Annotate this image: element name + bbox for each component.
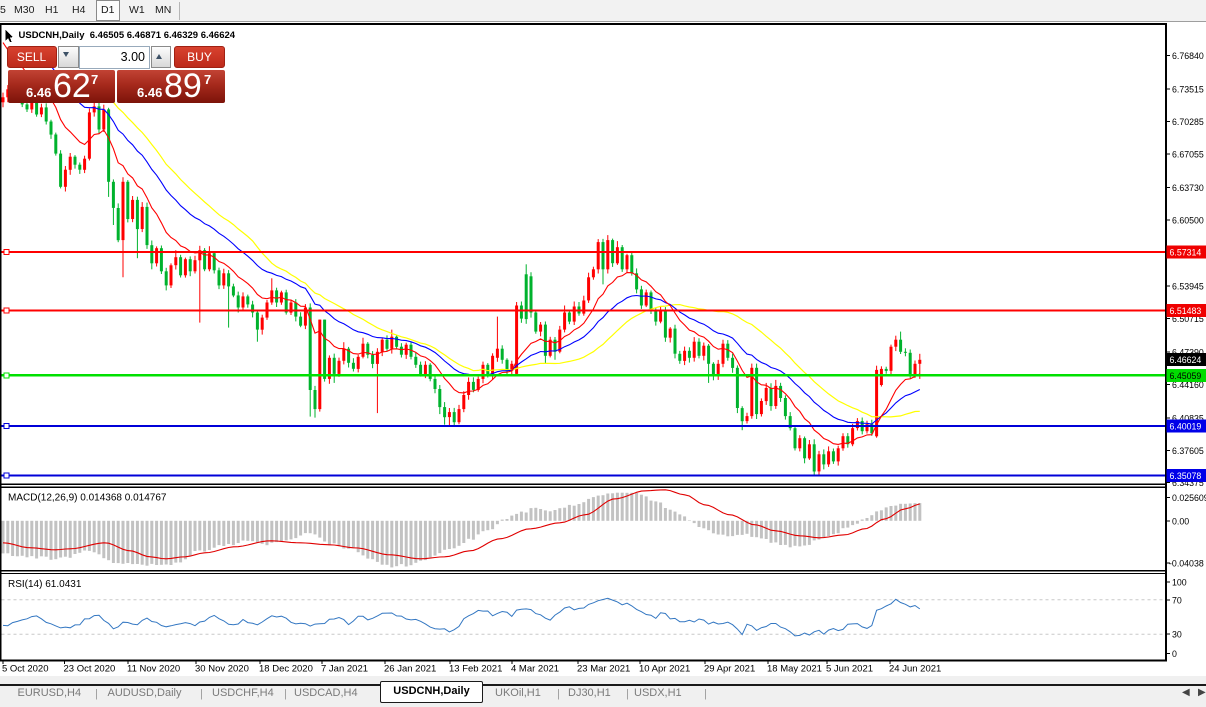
svg-text:6.60500: 6.60500 <box>1172 216 1204 226</box>
svg-text:6.63730: 6.63730 <box>1172 183 1204 193</box>
svg-text:USDCNH,Daily 6.46505 6.46871: USDCNH,Daily 6.46505 6.46871 6.46329 6.4… <box>19 30 236 41</box>
svg-text:13 Feb 2021: 13 Feb 2021 <box>449 664 502 675</box>
svg-text:6.73515: 6.73515 <box>1172 85 1204 95</box>
svg-text:18 May 2021: 18 May 2021 <box>767 664 822 675</box>
svg-text:6.47390: 6.47390 <box>1172 347 1204 357</box>
svg-text:6.37605: 6.37605 <box>1172 446 1204 456</box>
svg-text:0: 0 <box>1172 649 1177 659</box>
svg-text:0.025609: 0.025609 <box>1172 493 1206 503</box>
svg-text:10 Apr 2021: 10 Apr 2021 <box>639 664 690 675</box>
svg-text:6.40835: 6.40835 <box>1172 413 1204 423</box>
svg-text:6.40019: 6.40019 <box>1170 422 1202 432</box>
svg-text:11 Nov 2020: 11 Nov 2020 <box>127 664 180 675</box>
svg-text:6.46624: 6.46624 <box>1170 355 1202 365</box>
svg-text:100: 100 <box>1172 578 1187 588</box>
svg-text:70: 70 <box>1172 595 1182 605</box>
svg-text:6.67055: 6.67055 <box>1172 150 1204 160</box>
svg-text:0.00: 0.00 <box>1172 516 1189 526</box>
svg-text:30: 30 <box>1172 630 1182 640</box>
svg-text:5 Jun 2021: 5 Jun 2021 <box>826 664 873 675</box>
svg-text:23 Oct 2020: 23 Oct 2020 <box>64 664 116 675</box>
svg-text:6.50715: 6.50715 <box>1172 314 1204 324</box>
svg-text:6.35078: 6.35078 <box>1170 471 1202 481</box>
svg-text:-0.04038: -0.04038 <box>1169 558 1204 568</box>
svg-text:6.57314: 6.57314 <box>1170 248 1202 258</box>
svg-text:6.70285: 6.70285 <box>1172 117 1204 127</box>
svg-text:26 Jan 2021: 26 Jan 2021 <box>384 664 436 675</box>
svg-text:7 Jan 2021: 7 Jan 2021 <box>321 664 368 675</box>
svg-text:29 Apr 2021: 29 Apr 2021 <box>704 664 755 675</box>
svg-text:6.45059: 6.45059 <box>1170 371 1202 381</box>
svg-text:30 Nov 2020: 30 Nov 2020 <box>195 664 249 675</box>
svg-text:18 Dec 2020: 18 Dec 2020 <box>259 664 313 675</box>
svg-text:6.44160: 6.44160 <box>1172 380 1204 390</box>
svg-text:6.76840: 6.76840 <box>1172 51 1204 61</box>
svg-text:6.34375: 6.34375 <box>1172 478 1204 488</box>
svg-text:RSI(14) 61.0431: RSI(14) 61.0431 <box>8 579 82 590</box>
svg-text:23 Mar 2021: 23 Mar 2021 <box>577 664 630 675</box>
svg-text:4 Mar 2021: 4 Mar 2021 <box>511 664 559 675</box>
svg-text:MACD(12,26,9) 0.014368 0.01476: MACD(12,26,9) 0.014368 0.014767 <box>8 493 167 504</box>
svg-text:6.51483: 6.51483 <box>1170 306 1202 316</box>
svg-text:24 Jun 2021: 24 Jun 2021 <box>889 664 941 675</box>
svg-text:6.53945: 6.53945 <box>1172 281 1204 291</box>
svg-text:5 Oct 2020: 5 Oct 2020 <box>2 664 48 675</box>
